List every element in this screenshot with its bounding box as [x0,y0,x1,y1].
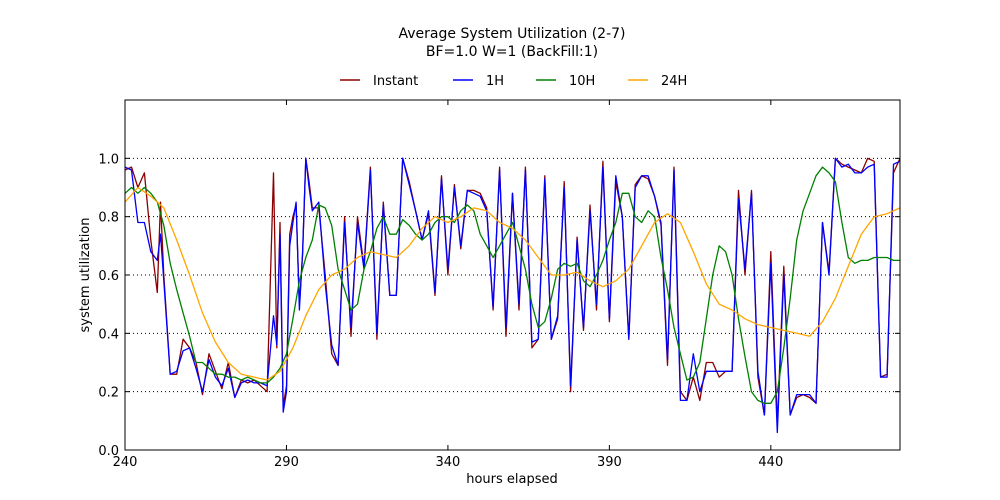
y-tick-label-3: 0.6 [98,269,119,284]
x-axis-ticks: 240 290 340 390 440 [113,100,783,470]
x-tick-label-0: 240 [113,455,138,470]
legend-item-1h: 1H [453,74,504,89]
series-line-10h [124,166,900,404]
y-axis-ticks: 0.0 0.2 0.4 0.6 0.8 1.0 [98,152,900,459]
x-axis-label: hours elapsed [466,472,558,487]
x-tick-label-1: 290 [274,455,299,470]
y-tick-label-1: 0.2 [98,386,119,401]
chart-subtitle: BF=1.0 W=1 (BackFill:1) [426,44,598,60]
series-line-24h [124,186,901,381]
x-tick-label-3: 390 [597,455,622,470]
legend-label-10h: 10H [569,74,595,89]
legend-item-instant: Instant [340,74,418,89]
legend-label-1h: 1H [486,74,504,89]
y-tick-label-0: 0.0 [98,444,119,459]
legend-label-24h: 24H [661,74,687,89]
x-tick-label-4: 440 [758,455,783,470]
y-tick-label-4: 0.8 [98,211,119,226]
plot-lines [124,157,901,434]
legend-label-instant: Instant [373,74,418,89]
x-tick-label-2: 340 [436,455,461,470]
y-tick-label-2: 0.4 [98,327,119,342]
chart-legend: Instant 1H 10H 24H [340,74,687,89]
legend-item-24h: 24H [628,74,687,89]
series-line-1h [124,157,901,434]
chart-title: Average System Utilization (2-7) [399,26,626,42]
y-axis-label: system utilization [78,218,93,333]
legend-item-10h: 10H [536,74,595,89]
y-tick-label-5: 1.0 [98,152,119,167]
